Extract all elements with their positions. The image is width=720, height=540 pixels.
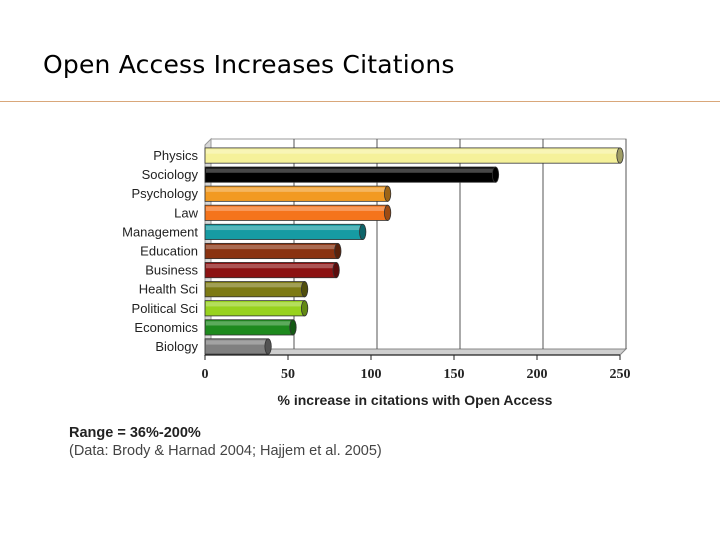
bar-end-cap — [300, 281, 309, 298]
bar-highlight — [206, 187, 387, 192]
category-label: Law — [174, 205, 198, 220]
bar — [204, 300, 309, 317]
bar-end-cap — [491, 166, 500, 183]
title-divider — [0, 101, 720, 102]
x-tick-label: 100 — [361, 367, 382, 382]
category-label: Sociology — [142, 167, 199, 182]
bar-highlight — [206, 168, 495, 173]
category-label: Economics — [134, 320, 198, 335]
category-label: Political Sci — [132, 301, 199, 316]
bar-highlight — [206, 321, 292, 326]
source-note: (Data: Brody & Harnad 2004; Hajjem et al… — [69, 443, 382, 459]
category-label: Education — [140, 244, 198, 259]
bar-end-cap — [300, 300, 309, 317]
bar-end-cap — [264, 338, 272, 355]
bar-end-cap — [616, 147, 624, 164]
x-axis-title: % increase in citations with Open Access — [278, 392, 553, 408]
bar-highlight — [206, 149, 619, 154]
category-label: Management — [122, 224, 198, 239]
category-label: Business — [145, 263, 198, 278]
bar — [204, 204, 392, 221]
x-tick-label: 0 — [202, 367, 209, 382]
bar — [204, 147, 624, 164]
bar-highlight — [206, 340, 268, 345]
bar — [204, 262, 340, 279]
x-tick-label: 200 — [527, 367, 548, 382]
bar — [204, 242, 342, 260]
range-note: Range = 36%-200% — [69, 425, 201, 441]
bar-end-cap — [332, 262, 340, 279]
bar-highlight — [206, 263, 336, 269]
bar — [204, 319, 297, 336]
bar-highlight — [206, 244, 337, 250]
bar-highlight — [206, 302, 304, 307]
bar-end-cap — [359, 223, 367, 240]
x-tick-label: 50 — [281, 367, 295, 382]
bar-end-cap — [383, 185, 392, 202]
x-tick-label: 150 — [444, 367, 465, 382]
bar — [204, 166, 500, 183]
category-label: Health Sci — [139, 282, 198, 297]
chart-caption: Range = 36%-200% (Data: Brody & Harnad 2… — [69, 424, 399, 460]
bar-end-cap — [383, 204, 392, 221]
bar — [204, 338, 272, 355]
bar — [204, 281, 309, 298]
bar — [204, 185, 392, 202]
bar — [204, 223, 367, 240]
bar-highlight — [206, 206, 387, 211]
category-label: Biology — [155, 339, 198, 354]
slide-title: Open Access Increases Citations — [43, 50, 455, 79]
category-label: Psychology — [132, 186, 199, 201]
bar-end-cap — [289, 319, 297, 336]
category-label: Physics — [153, 148, 198, 163]
bar-highlight — [206, 225, 362, 231]
x-tick-label: 250 — [610, 367, 631, 382]
bar-end-cap — [334, 242, 342, 260]
bar-highlight — [206, 283, 304, 288]
